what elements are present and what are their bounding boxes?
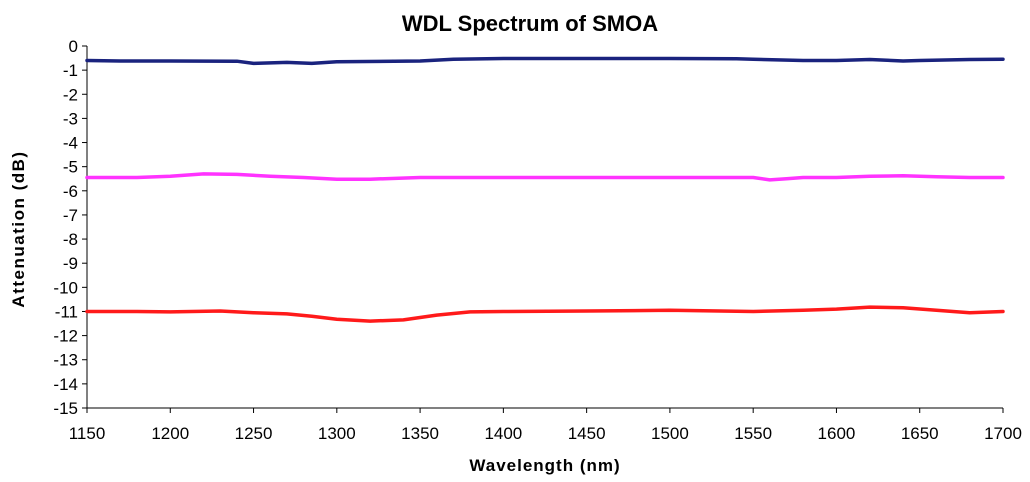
y-tick-label: -8 (63, 230, 78, 249)
plot-area: 0 -1 -2 -3 -4 -5 -6 -7 -8 -9 -10 -11 -12 -13 -14 -15 11… (53, 37, 1021, 443)
x-tick-label: 1350 (401, 424, 439, 443)
y-tick-label: -15 (53, 399, 78, 418)
x-tick-label: 1400 (484, 424, 522, 443)
x-tick-label: 1250 (235, 424, 273, 443)
x-axis-ticks: 1150 1200 1250 1300 1350 1400 1450 1500 1550 1600… (69, 408, 1022, 443)
y-tick-label: -11 (55, 302, 78, 321)
y-tick-label: -6 (63, 182, 78, 201)
series-line-1 (85, 56, 1005, 66)
x-tick-label: 1650 (901, 424, 939, 443)
y-tick-label: -12 (53, 327, 78, 346)
x-tick-label: 1300 (318, 424, 356, 443)
y-tick-label: -14 (53, 375, 78, 394)
series-line-3 (85, 305, 1005, 323)
y-tick-label: -13 (53, 351, 78, 370)
y-tick-label: 0 (69, 37, 78, 56)
x-axis-title: Wavelength (nm) (469, 456, 620, 475)
y-axis-ticks: 0 -1 -2 -3 -4 -5 -6 -7 -8 -9 -10 -11 -12 -13 -14 -15 (53, 37, 87, 418)
y-axis-title: Attenuation (dB) (9, 150, 28, 307)
y-tick-label: -10 (53, 278, 78, 297)
y-tick-label: -3 (63, 109, 78, 128)
series-layer (85, 56, 1005, 323)
y-tick-label: -9 (63, 254, 78, 273)
x-tick-label: 1500 (651, 424, 689, 443)
y-tick-label: -5 (63, 158, 78, 177)
y-tick-label: -7 (63, 206, 78, 225)
x-tick-label: 1200 (151, 424, 189, 443)
x-tick-label: 1600 (818, 424, 856, 443)
y-tick-label: -2 (63, 85, 78, 104)
y-tick-label: -4 (63, 134, 78, 153)
chart-title: WDL Spectrum of SMOA (402, 11, 658, 36)
x-tick-label: 1700 (984, 424, 1022, 443)
x-tick-label: 1450 (568, 424, 606, 443)
x-tick-label: 1150 (69, 424, 106, 443)
x-tick-label: 1550 (734, 424, 772, 443)
y-tick-label: -1 (63, 61, 78, 80)
series-line-2 (85, 172, 1005, 182)
